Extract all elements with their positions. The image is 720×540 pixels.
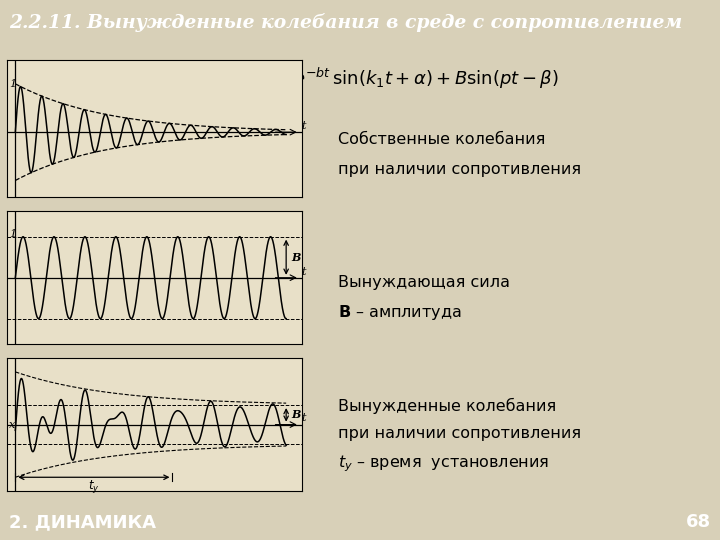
Text: $x = Ae^{-bt}\,\sin(k_1t+\alpha)+B\sin(pt-\beta)$: $x = Ae^{-bt}\,\sin(k_1t+\alpha)+B\sin(p… (248, 65, 559, 91)
Text: 68: 68 (686, 514, 711, 531)
Text: $t_y$ – время  установления: $t_y$ – время установления (338, 453, 549, 474)
Text: t: t (301, 121, 305, 131)
Text: Собственные колебания: Собственные колебания (338, 132, 546, 147)
Text: x: x (9, 420, 16, 430)
Text: $\mathbf{B}$ – амплитуда: $\mathbf{B}$ – амплитуда (338, 302, 462, 322)
Text: Вынужденные колебания: Вынужденные колебания (338, 398, 557, 414)
Text: $t_y$: $t_y$ (88, 478, 99, 496)
Text: 2.2.11. Вынужденные колебания в среде с сопротивлением: 2.2.11. Вынужденные колебания в среде с … (9, 14, 682, 32)
Text: 2. ДИНАМИКА: 2. ДИНАМИКА (9, 514, 156, 531)
Text: t: t (301, 413, 305, 423)
Text: 1: 1 (9, 79, 17, 89)
Text: Вынуждающая сила: Вынуждающая сила (338, 275, 510, 290)
Text: B: B (291, 252, 300, 263)
Text: при наличии сопротивления: при наличии сопротивления (338, 426, 582, 441)
Text: t: t (301, 267, 305, 276)
Text: при наличии сопротивления: при наличии сопротивления (338, 163, 582, 177)
Text: 1: 1 (9, 229, 17, 239)
Text: B: B (291, 409, 300, 420)
